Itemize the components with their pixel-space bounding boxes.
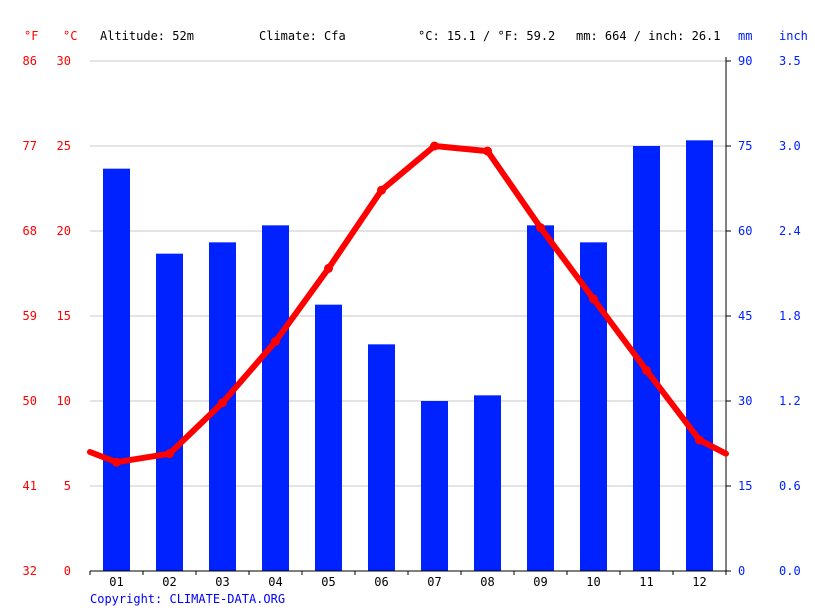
chart-header: °F °C Altitude: 52m Climate: Cfa °C: 15.… [24,29,808,43]
fahrenheit-tick-label: 32 [23,564,37,578]
month-tick-label: 10 [586,575,600,589]
axis-labels: 32 0 41 5 50 10 59 15 68 20 77 25 86 30 0 0.0 15 0.6 30 1.2… [23,54,801,589]
month-tick-label: 03 [215,575,229,589]
month-tick-label: 05 [321,575,335,589]
temperature-point [589,294,598,304]
celsius-tick-label: 10 [57,394,71,408]
copyright-text[interactable]: Copyright: CLIMATE-DATA.ORG [90,592,286,606]
precipitation-bar [474,395,501,571]
inch-tick-label: 2.4 [779,224,801,238]
mm-tick-label: 45 [738,309,752,323]
mm-tick-label: 60 [738,224,752,238]
celsius-tick-label: 20 [57,224,71,238]
inch-tick-label: 0.0 [779,564,801,578]
celsius-tick-label: 15 [57,309,71,323]
inch-tick-label: 0.6 [779,479,801,493]
precipitation-bar [686,140,713,572]
inch-tick-label: 1.2 [779,394,801,408]
temperature-point [695,435,704,445]
precipitation-bars [103,140,713,572]
gridlines [90,60,726,487]
temperature-point [271,337,280,346]
celsius-tick-label: 5 [64,479,71,493]
mm-tick-label: 15 [738,479,752,493]
temperature-point [642,365,651,375]
mm-tick-label: 90 [738,54,752,68]
month-tick-label: 02 [162,575,176,589]
mm-tick-label: 75 [738,139,752,153]
axes [89,57,731,575]
month-tick-label: 11 [639,575,653,589]
inch-tick-label: 3.5 [779,54,801,68]
month-tick-label: 08 [480,575,494,589]
precipitation-bar [315,304,342,571]
fahrenheit-tick-label: 77 [23,139,37,153]
month-tick-label: 06 [374,575,388,589]
precipitation-bar [103,168,130,571]
month-tick-label: 09 [533,575,547,589]
fahrenheit-tick-label: 41 [23,479,37,493]
altitude-label: Altitude: 52m [100,29,194,43]
precipitation-bar [580,242,607,572]
mm-tick-label: 0 [738,564,745,578]
temperature-point [112,457,121,467]
month-tick-label: 07 [427,575,441,589]
month-tick-label: 12 [692,575,706,589]
temperature-line [87,143,729,466]
temperature-line-group [87,141,729,467]
precipitation-bar [368,344,395,571]
fahrenheit-tick-label: 68 [23,224,37,238]
celsius-tick-label: 0 [64,564,71,578]
unit-inch-label: inch [779,29,808,43]
unit-mm-label: mm [738,29,752,43]
temperature-point [165,449,174,459]
climate-label: Climate: Cfa [259,29,346,43]
celsius-tick-label: 25 [57,139,71,153]
precipitation-bar [421,401,448,571]
celsius-tick-label: 30 [57,54,71,68]
fahrenheit-tick-label: 59 [23,309,37,323]
temperature-point [536,223,545,233]
month-tick-label: 01 [109,575,123,589]
inch-tick-label: 1.8 [779,309,801,323]
fahrenheit-tick-label: 50 [23,394,37,408]
precipitation-bar [156,253,183,571]
unit-celsius-label: °C [63,29,77,43]
temperature-summary: °C: 15.1 / °F: 59.2 [418,29,555,43]
unit-fahrenheit-label: °F [24,29,38,43]
month-tick-label: 04 [268,575,282,589]
inch-tick-label: 3.0 [779,139,801,153]
temperature-point [377,185,386,195]
mm-tick-label: 30 [738,394,752,408]
temperature-point [430,141,439,151]
temperature-point [483,146,492,156]
precipitation-bar [527,225,554,572]
temperature-point [218,398,227,408]
precipitation-summary: mm: 664 / inch: 26.1 [576,29,721,43]
temperature-point [324,263,333,273]
precipitation-bar [262,225,289,572]
fahrenheit-tick-label: 86 [23,54,37,68]
